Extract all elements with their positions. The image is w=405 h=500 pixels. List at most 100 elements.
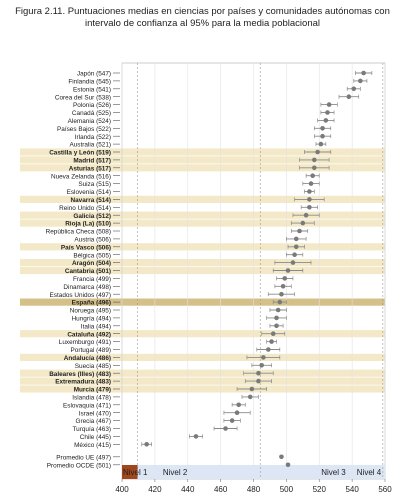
row-label: Cataluña (492) [67,331,111,338]
data-point [279,291,284,297]
data-point [315,149,320,155]
data-point [269,339,274,344]
data-point [249,386,255,392]
row-label: Irlanda (522) [75,134,111,141]
data-point [285,268,291,273]
row-highlight [20,385,385,393]
data-point [229,418,235,423]
row-highlight [20,259,385,267]
row-label: Asturias (517) [69,165,111,172]
x-tick-label: 540 [345,485,359,494]
chart-title: Figura 2.11. Puntuaciones medias en cien… [15,6,390,29]
data-point [308,181,314,186]
row-highlight [20,369,385,377]
row-label: Alemania (524) [68,118,111,125]
data-point [277,299,283,305]
row-label: Luxemburgo (491) [59,339,111,346]
row-label: Noruega (495) [70,308,111,315]
data-point [236,402,242,408]
row-highlight [20,195,385,203]
row-highlight [20,330,385,338]
data-point [223,426,228,431]
row-label: Turquía (463) [73,426,111,433]
row-label: Rioja (La) (510) [65,221,111,228]
row-highlight [20,219,385,227]
data-point [297,228,302,234]
data-point [293,236,299,242]
data-point [351,86,357,92]
data-point [303,212,309,218]
average-label: Promedio UE (497) [56,454,111,461]
row-label: Baleares (Illes) (483) [49,371,111,378]
data-point [274,323,279,329]
row-highlight [20,353,385,361]
row-label: Islandia (478) [72,395,111,402]
data-point [259,363,265,368]
x-tick-label: 460 [214,485,228,494]
row-label: Polonia (526) [73,102,111,109]
row-label: Suecia (485) [75,363,111,370]
row-label: Extremadura (483) [55,379,111,386]
data-point [144,442,149,447]
row-label: Chile (445) [80,434,111,441]
row-label: México (415) [74,442,111,449]
level-label: Nivel 3 [321,468,346,477]
level-band [260,465,383,479]
row-highlight [20,148,385,156]
row-label: Bélgica (505) [73,252,111,259]
data-point [274,315,279,321]
row-label: Reino Unido (514) [59,205,111,212]
level-label: Nivel 1 [123,468,148,477]
data-point [290,260,296,265]
x-tick-label: 440 [181,485,195,494]
data-point [312,165,317,171]
data-point [307,197,312,202]
row-label: Eslovaquia (471) [63,402,111,409]
data-point [247,394,253,400]
x-tick-label: 420 [148,485,162,494]
data-point [265,347,271,352]
data-point [358,78,363,84]
row-label: Dinamarca (498) [63,284,111,291]
row-label: Finlandia (545) [68,79,111,86]
row-highlight [20,266,385,275]
data-point [346,94,352,99]
level-band [122,465,138,479]
data-point [326,102,332,107]
row-label: Aragón (504) [72,260,111,267]
row-label: Eslovenia (514) [67,189,111,196]
level-label: Nivel 4 [357,468,382,477]
data-point [280,284,286,289]
row-highlight [20,377,385,385]
data-point [361,70,366,76]
data-point [318,141,324,147]
data-point [256,370,261,376]
data-point [193,434,199,439]
x-tick-label: 400 [115,485,129,494]
row-label: Andalucía (486) [64,355,111,362]
row-label: Países Bajos (522) [57,126,111,133]
data-point [282,276,288,281]
row-label: Francia (499) [73,276,111,283]
data-point [320,133,325,139]
row-label: Madrid (517) [73,158,111,165]
data-point [293,244,299,250]
row-label: Portugal (489) [71,347,112,354]
data-point [325,110,330,115]
data-point [261,355,266,360]
row-label: Galicia (512) [73,213,111,220]
row-label: Suiza (515) [78,181,111,188]
data-point [292,252,297,257]
row-highlight [20,298,385,306]
data-point [320,126,325,131]
row-label: Estados Unidos (497) [50,292,111,299]
x-tick-label: 560 [378,485,392,494]
row-label: Cantabria (501) [65,268,111,275]
average-point [279,454,284,460]
data-point [312,157,317,163]
x-tick-label: 500 [280,485,294,494]
row-label: Grecia (467) [75,418,111,425]
row-label: Nueva Zelanda (516) [51,173,111,180]
row-label: República Checa (508) [46,229,111,236]
